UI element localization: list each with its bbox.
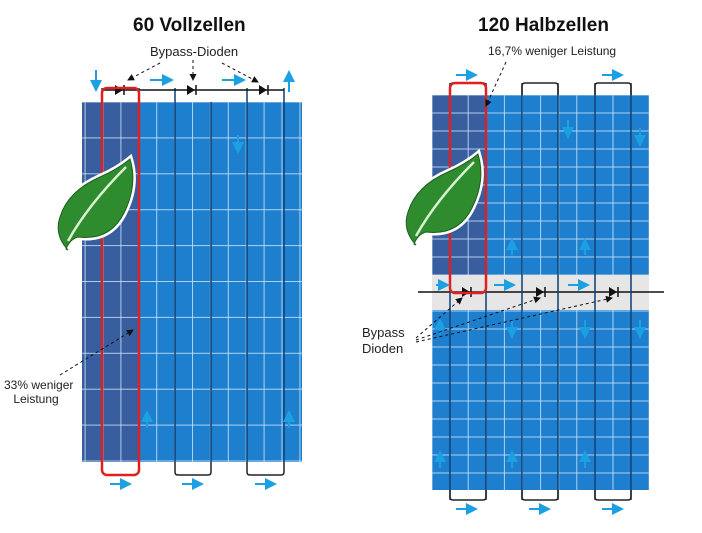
left-diode-label: Bypass-Dioden [150,44,239,59]
flow-arrow-icon [434,69,646,515]
right-module [415,61,664,515]
leaf-icon [403,148,484,248]
right-loss-label: 16,7% weniger Leistung [488,44,617,58]
right-title: 120 Halbzellen [478,15,609,36]
right-diode-line2: Dioden [362,341,404,356]
diode-icon [536,287,546,297]
shaded-string-highlight [100,86,141,477]
diode-icon [609,287,619,297]
flow-arrow-icon [90,70,295,490]
diode-icon [115,85,125,95]
left-loss-line2: Leistung [13,392,59,406]
left-title: 60 Vollzellen [133,15,246,36]
left-loss-label: 33% weniger Leistung [4,378,74,406]
left-module [59,60,302,490]
left-loss-line1: 33% weniger [4,378,74,392]
diode-icon [259,85,269,95]
right-diode-label: Bypass Dioden [362,325,405,357]
leaf-icon [55,153,136,253]
right-diode-line1: Bypass [362,325,405,340]
diode-icon [187,85,197,95]
